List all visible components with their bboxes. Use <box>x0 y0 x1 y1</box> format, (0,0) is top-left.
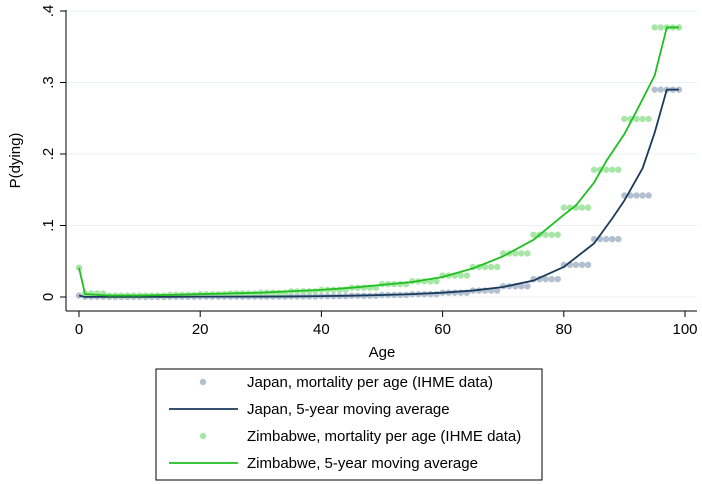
x-tick-label-0: 0 <box>75 321 83 338</box>
series-1-line <box>78 88 679 298</box>
series-2-point-39 <box>312 288 319 295</box>
series-2-point-63 <box>457 272 464 279</box>
series-0-point-93 <box>639 192 646 199</box>
series-0-point-92 <box>633 192 640 199</box>
series-2-point-79 <box>554 231 561 238</box>
series-2 <box>75 24 683 299</box>
series-2-point-83 <box>578 204 586 211</box>
series-2-point-69 <box>493 263 501 271</box>
x-axis-ticks: 0 20 40 60 80 100 <box>75 311 698 338</box>
y-tick-label-2: .2 <box>40 148 57 161</box>
y-axis-title: P(dying) <box>7 133 24 189</box>
series-2-point-93 <box>639 115 646 123</box>
series-2-point-75 <box>530 231 537 238</box>
series-2-point-88 <box>609 166 616 173</box>
series-2-point-67 <box>481 263 489 271</box>
series-2-point-85 <box>590 166 598 173</box>
x-tick-label-2: 40 <box>313 321 330 338</box>
legend-marker-2 <box>199 432 207 440</box>
plot-series <box>75 24 683 301</box>
legend-label-3: Zimbabwe, 5-year moving average <box>247 455 478 472</box>
series-0-point-79 <box>554 275 561 283</box>
series-2-point-89 <box>615 166 622 173</box>
series-2-point-84 <box>584 204 592 211</box>
series-2-point-0 <box>75 264 83 271</box>
x-tick-label-4: 80 <box>555 321 572 338</box>
x-tick-label-5: 100 <box>672 321 697 338</box>
series-0-point-83 <box>578 261 586 269</box>
series-0-point-84 <box>584 261 592 269</box>
series-3-line <box>78 26 679 297</box>
axes <box>65 10 697 312</box>
y-tick-label-0: 0 <box>40 293 57 301</box>
series-0-point-95 <box>651 86 658 93</box>
series-2-point-78 <box>548 231 555 238</box>
series-2-point-80 <box>560 204 567 211</box>
series-0-point-78 <box>548 275 555 283</box>
legend-entry-1: Japan, 5-year moving average <box>169 401 450 418</box>
series-1 <box>78 88 679 298</box>
series-2-point-74 <box>524 250 531 257</box>
legend-label-1: Japan, 5-year moving average <box>247 401 450 418</box>
x-tick-label-1: 20 <box>192 321 209 338</box>
y-tick-label-3: .3 <box>40 76 57 89</box>
series-2-point-73 <box>518 250 525 257</box>
series-0 <box>75 86 683 301</box>
legend-entry-0: Japan, mortality per age (IHME data) <box>199 374 493 391</box>
y-axis-ticks: 0 .1 .2 .3 .4 <box>40 5 66 301</box>
series-2-point-87 <box>603 166 610 173</box>
series-2-point-96 <box>657 24 664 31</box>
legend-entry-3: Zimbabwe, 5-year moving average <box>169 455 478 472</box>
legend-label-0: Japan, mortality per age (IHME data) <box>247 374 493 391</box>
series-0-point-89 <box>615 235 622 243</box>
series-0-point-82 <box>572 261 580 269</box>
legend-box <box>155 368 543 481</box>
series-0-point-69 <box>493 287 501 294</box>
series-0-point-73 <box>518 283 525 290</box>
series-2-point-95 <box>651 24 658 31</box>
series-2-point-59 <box>433 278 440 285</box>
series-2-point-64 <box>463 272 471 279</box>
series-2-point-34 <box>281 289 289 296</box>
series-2-point-2 <box>87 290 95 297</box>
legend: Japan, mortality per age (IHME data) Japa… <box>155 368 543 481</box>
series-2-point-94 <box>645 115 652 123</box>
series-0-point-88 <box>609 235 616 243</box>
series-0-point-59 <box>433 290 440 298</box>
legend-label-2: Zimbabwe, mortality per age (IHME data) <box>247 428 521 445</box>
series-2-point-72 <box>512 250 519 257</box>
series-2-point-68 <box>487 263 495 271</box>
x-axis-title: Age <box>369 344 396 361</box>
legend-marker-0 <box>199 378 207 386</box>
series-0-point-87 <box>603 235 610 243</box>
series-2-point-77 <box>542 231 549 238</box>
series-0-point-77 <box>542 275 549 283</box>
series-3 <box>78 26 679 297</box>
legend-entry-2: Zimbabwe, mortality per age (IHME data) <box>199 428 521 445</box>
series-0-point-74 <box>524 283 531 290</box>
x-tick-label-3: 60 <box>434 321 451 338</box>
y-tick-label-1: .1 <box>40 219 57 232</box>
series-2-point-90 <box>621 115 628 123</box>
series-0-point-94 <box>645 192 652 199</box>
series-2-point-92 <box>633 115 640 123</box>
series-0-point-96 <box>657 86 664 93</box>
y-tick-label-4: .4 <box>40 5 57 18</box>
gridlines <box>66 10 697 298</box>
